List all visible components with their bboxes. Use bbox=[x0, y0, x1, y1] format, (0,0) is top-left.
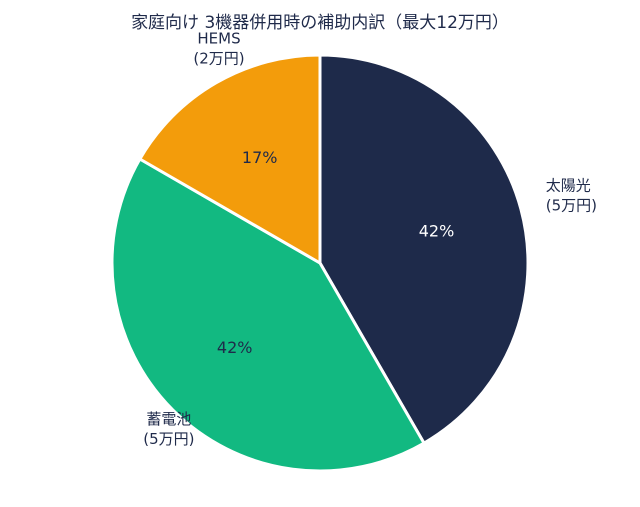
percent-label-0: 42% bbox=[419, 221, 455, 240]
slice-label-2: HEMS bbox=[197, 29, 240, 47]
percent-labels: 42% 42% 17% bbox=[217, 148, 454, 357]
slice-sublabel-0: (5万円) bbox=[546, 196, 597, 214]
pie-slices bbox=[110, 53, 530, 473]
slice-labels: 太陽光 (5万円) 蓄電池 (5万円) HEMS (2万円) bbox=[143, 29, 597, 448]
percent-label-1: 42% bbox=[217, 338, 253, 357]
percent-label-2: 17% bbox=[242, 148, 278, 167]
slice-label-0: 太陽光 bbox=[546, 176, 591, 194]
pie-slice-1 bbox=[110, 157, 426, 473]
pie-slice-2 bbox=[138, 53, 322, 265]
slice-sublabel-2: (2万円) bbox=[193, 49, 244, 67]
pie-slice-0 bbox=[318, 53, 530, 445]
slice-label-1: 蓄電池 bbox=[146, 410, 191, 428]
chart-title: 家庭向け 3機器併用時の補助内訳（最大12万円） bbox=[131, 13, 509, 33]
slice-sublabel-1: (5万円) bbox=[143, 430, 194, 448]
